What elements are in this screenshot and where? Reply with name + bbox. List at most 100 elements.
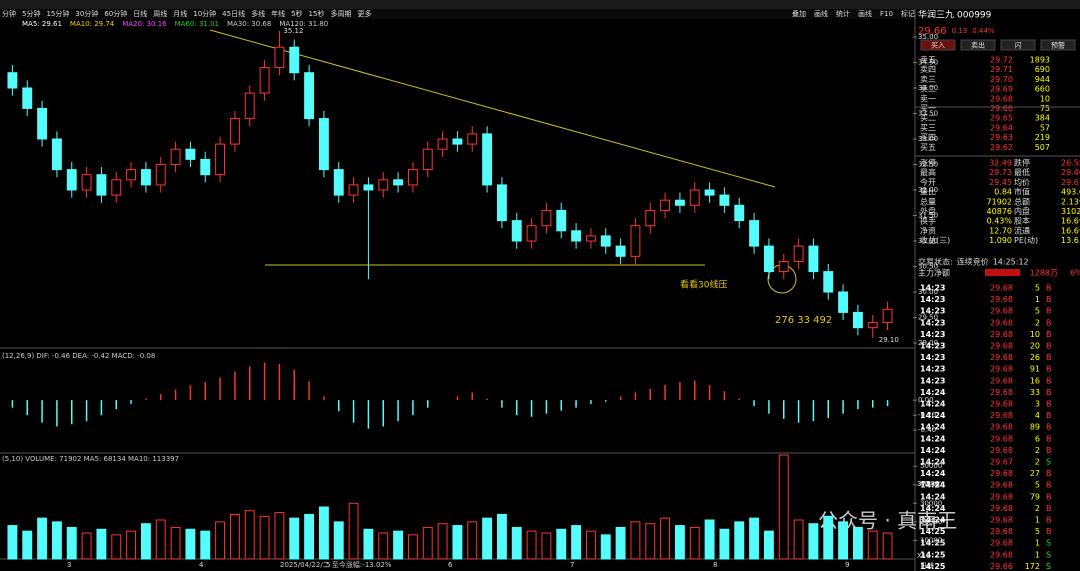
volume-bar: [763, 530, 774, 560]
volume-bar: [81, 532, 92, 560]
macd-legend: (12,26,9) DIF: -0.46 DEA: -0.42 MACD: -0…: [2, 352, 155, 360]
trade-volume: 89: [1030, 423, 1040, 432]
volume-bar: [259, 515, 270, 560]
candle-body: [185, 148, 196, 160]
trade-volume: 1: [1035, 516, 1040, 525]
volume-bar: [407, 534, 418, 560]
volume-bar: [719, 528, 730, 560]
trade-price: 29.68: [990, 469, 1013, 478]
period-tab[interactable]: 45日线: [222, 9, 245, 18]
tool-tab[interactable]: 画线: [858, 9, 872, 18]
volume-bar: [704, 519, 715, 560]
book-price: 29.62: [990, 143, 1013, 152]
period-tab[interactable]: 多线: [251, 9, 265, 18]
volume-bar: [808, 523, 819, 560]
stat-label: 量比: [920, 187, 936, 197]
stat-label: 今开: [920, 177, 936, 187]
period-tab[interactable]: 月线: [173, 9, 187, 18]
volume-bar: [111, 534, 122, 560]
stat-label: 涨停: [920, 158, 936, 168]
stat-value: 493.6: [1061, 188, 1080, 197]
trade-price: 29.68: [990, 376, 1013, 385]
trade-price: 29.68: [990, 353, 1013, 362]
button[interactable]: [1040, 39, 1076, 51]
period-tab[interactable]: 15分钟: [46, 9, 69, 18]
tool-tab[interactable]: 统计: [836, 9, 850, 18]
trade-time: 14:24: [920, 400, 946, 409]
volume-bar: [126, 530, 137, 560]
trade-side: B: [1046, 527, 1052, 536]
candle-body: [304, 72, 315, 120]
button-label[interactable]: 闪: [1015, 41, 1022, 50]
x-tick-label: 4: [199, 561, 204, 569]
stat-value: 1.090: [989, 236, 1012, 245]
period-tab[interactable]: 日线: [133, 9, 147, 18]
trade-volume: 172: [1025, 562, 1040, 571]
tool-tab[interactable]: 标记: [901, 9, 915, 18]
trade-time: 14:23: [920, 342, 945, 351]
trade-price: 29.68: [990, 423, 1013, 432]
trade-volume: 3: [1035, 400, 1040, 409]
period-tab[interactable]: 10分钟: [193, 9, 216, 18]
candle-body: [318, 118, 329, 171]
period-tab[interactable]: 30分钟: [75, 9, 98, 18]
period-tab[interactable]: 多周期: [330, 9, 351, 18]
trade-price: 29.68: [990, 527, 1013, 536]
y-tick-label: 29.00: [918, 339, 938, 347]
candle-body: [704, 189, 715, 196]
volume-bar: [511, 526, 522, 560]
candle-body: [526, 225, 537, 242]
button-label[interactable]: 卖出: [971, 41, 985, 50]
stock-name: 华润三九: [918, 9, 954, 21]
range-note: 2025/04/22/二 至今涨幅:-13.02%: [280, 560, 392, 569]
book-price: 29.63: [990, 133, 1013, 142]
trade-time: 14:24: [920, 411, 946, 420]
y-tick-label: 0.00: [918, 396, 934, 404]
period-tab[interactable]: 周线: [153, 9, 167, 18]
y-tick-label: 33.50: [918, 110, 938, 118]
tool-tab[interactable]: F10: [880, 10, 893, 18]
ma-legend: MA30: 30.68: [227, 20, 271, 28]
volume-legend: (5,10) VOLUME: 71902 MA5: 68134 MA10: 11…: [2, 455, 179, 463]
flow-bar: [985, 269, 1020, 276]
x-tick-label: 7: [570, 561, 574, 569]
trade-time: 14:23: [920, 330, 945, 339]
tool-tab[interactable]: 叠加: [792, 9, 806, 18]
button[interactable]: [960, 39, 996, 51]
button[interactable]: [920, 39, 956, 51]
period-tab[interactable]: 60分钟: [104, 9, 127, 18]
candle-body: [422, 148, 433, 171]
y-tick-label: 31.50: [918, 212, 938, 220]
candle-body: [378, 179, 389, 191]
button-label[interactable]: 预警: [1051, 41, 1065, 50]
trade-volume: 1: [1035, 295, 1040, 304]
period-tab[interactable]: 5秒: [291, 9, 302, 18]
book-volume: 10: [1040, 94, 1050, 103]
trade-price: 29.68: [990, 539, 1013, 548]
book-volume: 507: [1035, 143, 1050, 152]
book-side: 买一: [920, 104, 936, 113]
period-tab[interactable]: 分钟: [2, 9, 16, 18]
trade-side: B: [1046, 353, 1052, 362]
period-tab[interactable]: 5分钟: [22, 9, 40, 18]
button[interactable]: [1000, 39, 1036, 51]
button-label[interactable]: 买入: [931, 42, 945, 50]
volume-bar: [823, 515, 834, 560]
trade-time: 14:23: [920, 284, 945, 293]
trade-price: 29.68: [990, 550, 1013, 559]
tool-tab[interactable]: 画线: [814, 9, 828, 18]
candle-body: [111, 179, 122, 196]
volume-bar: [749, 517, 760, 560]
book-price: 29.64: [990, 123, 1013, 132]
period-tab[interactable]: 年线: [271, 9, 285, 18]
period-tab[interactable]: 15秒: [309, 9, 325, 18]
period-tab[interactable]: 更多: [357, 9, 371, 18]
volume-bar: [482, 517, 493, 560]
book-side: 买三: [920, 123, 936, 132]
stat-label: 跌停: [1014, 158, 1030, 168]
volume-bar: [496, 513, 507, 560]
trade-side: S: [1046, 562, 1051, 571]
book-volume: 1893: [1030, 56, 1050, 65]
candle-body: [200, 158, 211, 176]
